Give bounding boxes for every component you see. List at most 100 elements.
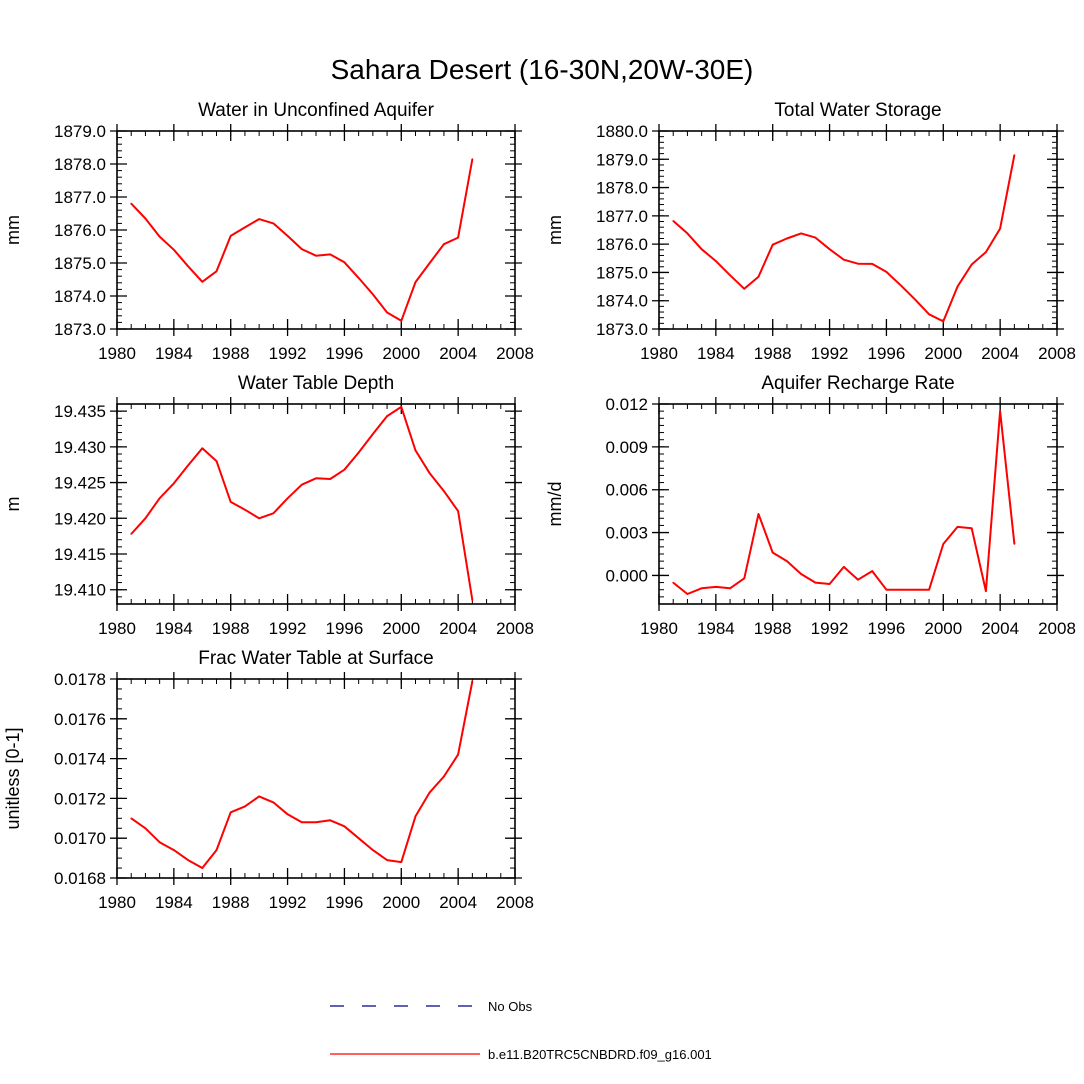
data-point [985, 251, 987, 253]
data-point [343, 261, 346, 264]
data-point [672, 220, 674, 222]
data-point [187, 859, 189, 861]
data-point [229, 235, 232, 237]
data-point [244, 508, 246, 511]
data-point [743, 288, 746, 290]
data-point [386, 415, 388, 417]
data-point [1013, 154, 1016, 156]
data-point [158, 841, 161, 843]
data-point [970, 263, 973, 266]
data-point [357, 277, 360, 279]
x-tick-label: 1984 [697, 344, 735, 363]
y-axis-label: mm/d [545, 482, 565, 527]
data-point [800, 232, 802, 235]
data-point [272, 801, 275, 804]
data-point [400, 320, 403, 322]
data-point [942, 543, 945, 545]
data-point [885, 271, 888, 273]
data-point [786, 237, 788, 240]
data-point [771, 243, 774, 246]
series-line [130, 405, 474, 601]
data-point [144, 217, 147, 220]
x-tick-label: 1984 [155, 619, 193, 638]
x-tick-label: 2000 [924, 619, 962, 638]
y-tick-label: 0.006 [605, 481, 648, 500]
data-point [985, 590, 987, 592]
data-point [443, 243, 445, 245]
panel-title: Water Table Depth [238, 373, 394, 394]
y-tick-label: 1873.0 [596, 320, 648, 339]
data-point [229, 501, 232, 503]
data-point [757, 513, 760, 515]
series-line [672, 154, 1016, 323]
data-point [301, 483, 303, 486]
x-tick-label: 1988 [754, 344, 792, 363]
series-line [130, 680, 474, 869]
data-point [914, 298, 916, 301]
data-point [999, 410, 1001, 412]
data-point [130, 202, 132, 205]
x-tick-label: 1980 [98, 619, 136, 638]
data-point [428, 791, 431, 794]
y-tick-label: 1876.0 [596, 235, 648, 254]
panels: Water in Unconfined Aquifer mm 1980 1984 198… [3, 100, 1076, 912]
data-point [258, 218, 260, 220]
y-tick-label: 1878.0 [54, 155, 106, 174]
data-point [443, 775, 445, 778]
data-point [471, 680, 474, 682]
y-tick-label: 1875.0 [54, 254, 106, 273]
x-tick-label: 1992 [811, 344, 849, 363]
y-tick-label: 0.009 [605, 438, 648, 457]
x-tick-label: 1996 [326, 344, 364, 363]
data-point [428, 262, 431, 264]
data-point [372, 849, 374, 851]
data-point [471, 158, 474, 160]
data-point [814, 236, 817, 239]
data-point [229, 811, 232, 814]
data-point [130, 817, 132, 820]
data-point [686, 593, 689, 595]
y-tick-label: 1879.0 [596, 150, 648, 169]
data-point [771, 551, 774, 554]
y-tick-label: 0.0170 [54, 829, 106, 848]
legend: No Obs b.e11.B20TRC5CNBDRD.f09_g16.001 [330, 999, 712, 1062]
data-point [715, 260, 717, 262]
data-point [999, 227, 1001, 230]
data-point [672, 581, 674, 584]
panel-title: Frac Water Table at Surface [198, 648, 434, 669]
data-point [814, 581, 817, 584]
data-point [956, 285, 959, 288]
data-point [286, 813, 289, 816]
data-point [315, 254, 317, 257]
data-point [286, 497, 289, 500]
data-point [928, 588, 930, 591]
x-tick-label: 1984 [155, 893, 193, 912]
x-tick-label: 1980 [98, 893, 136, 912]
x-tick-label: 2008 [496, 619, 534, 638]
data-point [914, 588, 916, 591]
data-point [857, 262, 859, 265]
series-line [130, 158, 474, 322]
data-point [414, 449, 417, 452]
data-point [729, 587, 731, 590]
panel-total-water-storage: Total Water Storage mm 1980 1984 1988 1992 199… [545, 100, 1076, 363]
y-tick-label: 0.0168 [54, 869, 106, 888]
data-point [158, 497, 161, 500]
panel-aquifer-recharge-rate: Aquifer Recharge Rate mm/d 1980 1984 1988 199… [545, 373, 1076, 638]
x-tick-label: 2004 [439, 893, 477, 912]
data-point [173, 482, 175, 485]
data-point [386, 859, 388, 861]
data-point [686, 232, 689, 235]
legend-model-label: b.e11.B20TRC5CNBDRD.f09_g16.001 [488, 1047, 712, 1062]
y-tick-label: 19.420 [54, 509, 106, 528]
data-point [942, 320, 945, 323]
data-point [301, 821, 303, 824]
data-point [215, 849, 218, 851]
data-point [970, 527, 973, 530]
plot-frame [658, 130, 1058, 330]
data-point [343, 468, 346, 471]
y-axis-label: mm [545, 215, 565, 245]
y-tick-label: 1880.0 [596, 122, 648, 141]
data-point [899, 588, 902, 591]
data-point [315, 477, 317, 480]
